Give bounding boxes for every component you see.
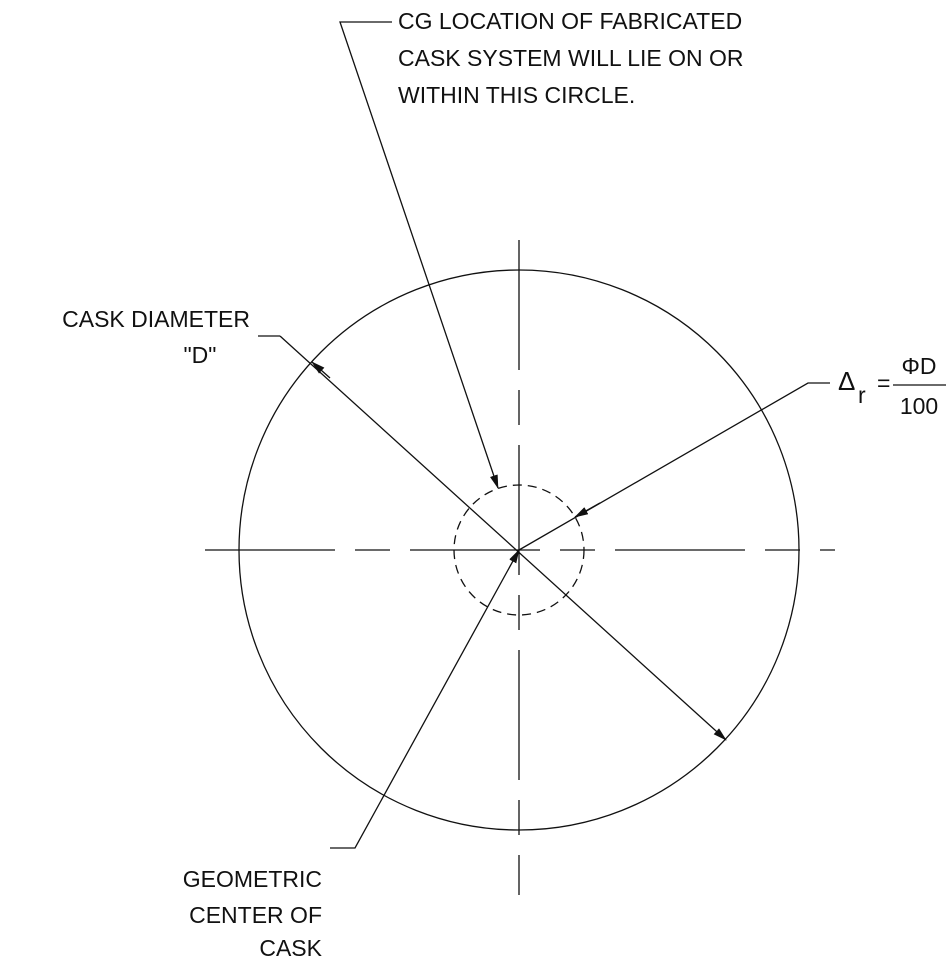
diameter-note-line: CASK DIAMETER [62, 306, 250, 332]
center-leader [330, 549, 520, 849]
center-note-line: GEOMETRIC [183, 866, 322, 892]
radius-arrow [574, 502, 601, 518]
center-note-line: CENTER OF [189, 902, 322, 928]
cg-note-line: CASK SYSTEM WILL LIE ON OR [398, 45, 744, 71]
cg-leader [339, 21, 499, 489]
diameter-line [279, 335, 727, 741]
center-note-line: CASK [259, 935, 322, 961]
formula-subscript: r [858, 382, 866, 408]
diameter-arrow-top [311, 361, 331, 379]
formula-numerator: ΦD [902, 353, 937, 379]
cg-note-line: WITHIN THIS CIRCLE. [398, 82, 635, 108]
diameter-note-line: "D" [184, 342, 217, 368]
cg-note-line: CG LOCATION OF FABRICATED [398, 8, 742, 34]
formula-denominator: 100 [900, 393, 938, 419]
formula-symbol: Δ [838, 366, 855, 396]
radius-leader [518, 382, 830, 551]
formula-equals: = [877, 370, 890, 396]
